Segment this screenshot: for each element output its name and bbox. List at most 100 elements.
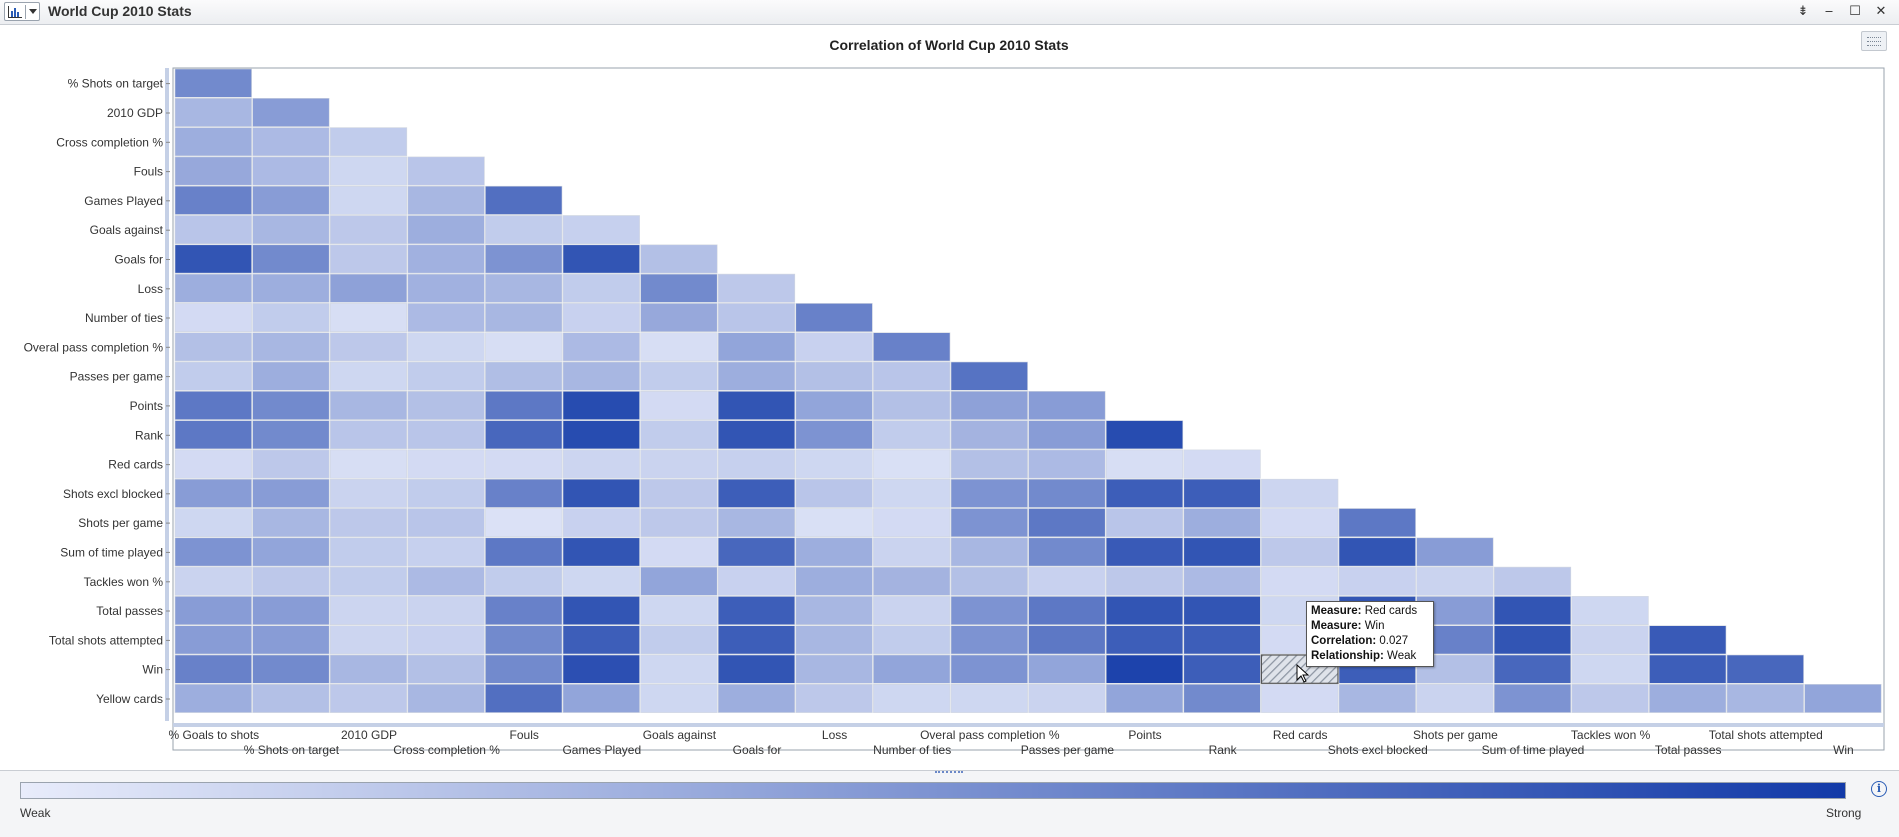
heatmap-cell[interactable] xyxy=(640,332,718,362)
legend-splitter-handle[interactable] xyxy=(935,771,963,777)
heatmap-cell[interactable] xyxy=(562,273,640,303)
heatmap-cell[interactable] xyxy=(174,215,252,245)
heatmap-cell[interactable] xyxy=(640,390,718,420)
heatmap-cell[interactable] xyxy=(873,596,951,626)
heatmap-cell[interactable] xyxy=(329,156,408,186)
heatmap-cell[interactable] xyxy=(485,537,563,567)
heatmap-cell[interactable] xyxy=(1571,683,1649,713)
heatmap-cell[interactable] xyxy=(562,478,640,508)
heatmap-cell[interactable] xyxy=(174,596,252,626)
heatmap-cell[interactable] xyxy=(1028,390,1106,420)
heatmap-cell[interactable] xyxy=(873,478,951,508)
heatmap-cell[interactable] xyxy=(1416,654,1494,684)
heatmap-cell[interactable] xyxy=(950,361,1028,391)
heatmap-cell[interactable] xyxy=(252,625,330,655)
heatmap-cell[interactable] xyxy=(717,478,796,508)
heatmap-cell[interactable] xyxy=(873,654,951,684)
heatmap-cell[interactable] xyxy=(1105,596,1184,626)
heatmap-cell[interactable] xyxy=(485,303,563,332)
heatmap-cell[interactable] xyxy=(873,566,951,596)
heatmap-cell[interactable] xyxy=(485,361,563,391)
heatmap-cell[interactable] xyxy=(252,537,330,567)
heatmap-cell[interactable] xyxy=(329,361,408,391)
heatmap-cell[interactable] xyxy=(717,420,796,450)
heatmap-cell[interactable] xyxy=(485,390,563,420)
heatmap-cell[interactable] xyxy=(252,361,330,391)
heatmap-cell[interactable] xyxy=(252,303,330,332)
heatmap-cell[interactable] xyxy=(1105,449,1184,479)
heatmap-cell[interactable] xyxy=(795,508,873,538)
heatmap-cell[interactable] xyxy=(717,683,796,713)
heatmap-cell[interactable] xyxy=(252,215,330,245)
chevron-down-icon[interactable] xyxy=(29,9,37,14)
heatmap-cell[interactable] xyxy=(1183,449,1261,479)
heatmap-cell[interactable] xyxy=(407,508,485,538)
heatmap-cell[interactable] xyxy=(795,303,873,332)
heatmap-cell[interactable] xyxy=(329,244,408,274)
heatmap-cell[interactable] xyxy=(562,244,640,274)
heatmap-cell[interactable] xyxy=(1028,596,1106,626)
heatmap-cell[interactable] xyxy=(329,683,408,713)
heatmap-cell[interactable] xyxy=(562,303,640,332)
heatmap-cell[interactable] xyxy=(329,566,408,596)
heatmap-cell[interactable] xyxy=(562,625,640,655)
heatmap-cell[interactable] xyxy=(640,244,718,274)
heatmap-cell[interactable] xyxy=(950,596,1028,626)
heatmap-cell[interactable] xyxy=(717,654,796,684)
heatmap-cell[interactable] xyxy=(1338,683,1416,713)
heatmap-cell[interactable] xyxy=(562,449,640,479)
heatmap-cell[interactable] xyxy=(795,420,873,450)
heatmap-cell[interactable] xyxy=(485,625,563,655)
heatmap-cell[interactable] xyxy=(252,332,330,362)
heatmap-cell[interactable] xyxy=(640,361,718,391)
heatmap-cell[interactable] xyxy=(1028,625,1106,655)
heatmap-cell[interactable] xyxy=(1261,478,1339,508)
heatmap-cell[interactable] xyxy=(1028,566,1106,596)
heatmap-cell[interactable] xyxy=(485,596,563,626)
heatmap-cell[interactable] xyxy=(1493,596,1572,626)
heatmap-cell[interactable] xyxy=(795,683,873,713)
heatmap-cell[interactable] xyxy=(329,332,408,362)
heatmap-cell[interactable] xyxy=(640,537,718,567)
heatmap-cell[interactable] xyxy=(252,244,330,274)
heatmap-cell[interactable] xyxy=(252,654,330,684)
heatmap-cell[interactable] xyxy=(640,303,718,332)
heatmap-cell[interactable] xyxy=(1105,625,1184,655)
heatmap-cell[interactable] xyxy=(174,683,252,713)
heatmap-cell[interactable] xyxy=(174,654,252,684)
heatmap-cell[interactable] xyxy=(407,361,485,391)
heatmap-cell[interactable] xyxy=(252,596,330,626)
heatmap-cell[interactable] xyxy=(562,215,640,245)
heatmap-cell[interactable] xyxy=(174,68,252,98)
heatmap-cell[interactable] xyxy=(407,156,485,186)
heatmap-cell[interactable] xyxy=(1416,566,1494,596)
data-table-icon[interactable] xyxy=(1861,31,1887,51)
heatmap-cell[interactable] xyxy=(485,332,563,362)
heatmap-cell[interactable] xyxy=(174,303,252,332)
heatmap-cell[interactable] xyxy=(329,537,408,567)
heatmap-cell[interactable] xyxy=(1726,683,1804,713)
heatmap-cell[interactable] xyxy=(640,508,718,538)
heatmap-cell[interactable] xyxy=(562,332,640,362)
heatmap-cell[interactable] xyxy=(252,508,330,538)
heatmap-cell[interactable] xyxy=(562,508,640,538)
heatmap-cell[interactable] xyxy=(174,508,252,538)
heatmap-cell[interactable] xyxy=(329,390,408,420)
heatmap-cell[interactable] xyxy=(252,478,330,508)
heatmap-cell[interactable] xyxy=(407,596,485,626)
close-icon[interactable]: ✕ xyxy=(1875,3,1887,19)
heatmap-cell[interactable] xyxy=(329,303,408,332)
heatmap-cell[interactable] xyxy=(717,390,796,420)
heatmap-cell[interactable] xyxy=(329,596,408,626)
heatmap-cell[interactable] xyxy=(407,449,485,479)
heatmap-cell[interactable] xyxy=(717,537,796,567)
heatmap-cell[interactable] xyxy=(950,625,1028,655)
heatmap-cell[interactable] xyxy=(950,420,1028,450)
heatmap-cell[interactable] xyxy=(640,449,718,479)
heatmap-cell[interactable] xyxy=(640,596,718,626)
heatmap-cell[interactable] xyxy=(329,420,408,450)
heatmap-cell[interactable] xyxy=(174,537,252,567)
heatmap-cell[interactable] xyxy=(562,537,640,567)
heatmap-cell[interactable] xyxy=(174,390,252,420)
heatmap-cell[interactable] xyxy=(795,566,873,596)
